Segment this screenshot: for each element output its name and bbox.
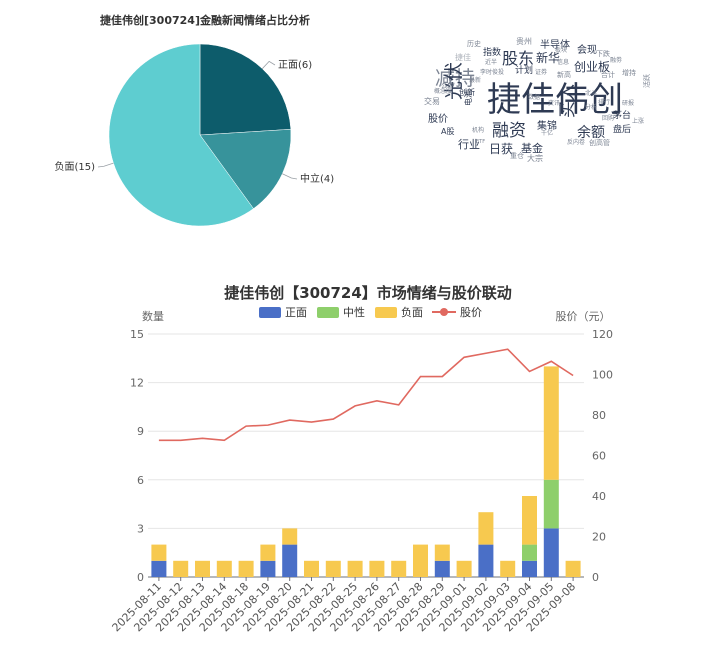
right-tick-label: 20 <box>592 531 606 544</box>
right-tick-label: 0 <box>592 571 599 584</box>
bar-segment <box>413 544 428 577</box>
left-tick-label: 9 <box>137 425 144 438</box>
legend-label: 股价 <box>460 306 482 319</box>
right-tick-label: 100 <box>592 369 613 382</box>
bar-segment <box>260 544 276 561</box>
left-tick-label: 12 <box>130 377 144 390</box>
bar-segment <box>151 560 167 577</box>
bar-segment <box>260 560 276 577</box>
legend-swatch <box>440 308 448 316</box>
legend-label: 中性 <box>343 305 365 319</box>
right-tick-label: 120 <box>592 328 613 341</box>
bar-segment <box>522 544 537 561</box>
bar-segment <box>173 560 189 577</box>
bar-segment <box>543 479 559 529</box>
right-tick-label: 40 <box>592 490 606 503</box>
bar-segment <box>347 560 363 577</box>
left-tick-label: 15 <box>130 328 144 341</box>
bar-segment <box>434 560 450 577</box>
right-axis-label: 股价（元） <box>556 310 611 323</box>
left-axis-label: 数量 <box>142 310 164 323</box>
bar-segment <box>325 560 341 577</box>
bar-segment <box>282 544 298 577</box>
bar-segment <box>434 544 450 561</box>
bar-segment <box>565 560 581 577</box>
bar-segment <box>195 560 210 577</box>
bar-segment <box>238 560 254 577</box>
bar-segment <box>478 544 494 577</box>
left-tick-label: 3 <box>137 522 144 535</box>
pie-slice <box>108 43 254 227</box>
price-line <box>158 348 574 442</box>
right-tick-label: 60 <box>592 450 606 463</box>
legend-label: 负面 <box>401 305 423 319</box>
legend-label: 正面 <box>285 306 307 319</box>
pie-chart-title: 捷佳伟创[300724]金融新闻情绪占比分析 <box>100 14 310 27</box>
pie-leader-line <box>282 173 298 180</box>
left-tick-label: 0 <box>137 571 144 584</box>
legend-swatch <box>317 307 339 318</box>
pie-leader-line <box>262 60 276 69</box>
bar-segment <box>369 560 385 577</box>
bar-segment <box>478 512 494 545</box>
pie-slice <box>199 129 292 209</box>
bar-segment <box>391 560 407 577</box>
bar-segment <box>522 496 537 545</box>
left-tick-label: 6 <box>137 474 144 487</box>
bar-segment <box>543 366 559 480</box>
sentiment-pie-chart: 正面(6) 中立(4) 负面(15) <box>54 43 334 227</box>
bar-segment <box>282 528 298 545</box>
legend-swatch <box>375 307 397 318</box>
pie-slice-label: 负面(15) <box>54 160 95 173</box>
bar-segment <box>456 560 472 577</box>
bar-segment <box>500 560 516 577</box>
pie-slice <box>199 43 292 136</box>
bar-segment <box>543 528 559 577</box>
bar-segment <box>216 560 232 577</box>
bar-segment <box>304 560 319 577</box>
right-tick-label: 80 <box>592 409 606 422</box>
pie-leader-line <box>97 162 114 168</box>
pie-slice-label: 正面(6) <box>278 60 312 71</box>
chart-title: 捷佳伟创【300724】市场情绪与股价联动 <box>224 284 512 302</box>
pie-slice-label: 中立(4) <box>300 172 334 185</box>
legend-swatch <box>259 307 281 318</box>
bar-segment <box>151 544 167 561</box>
bar-segment <box>522 560 537 577</box>
